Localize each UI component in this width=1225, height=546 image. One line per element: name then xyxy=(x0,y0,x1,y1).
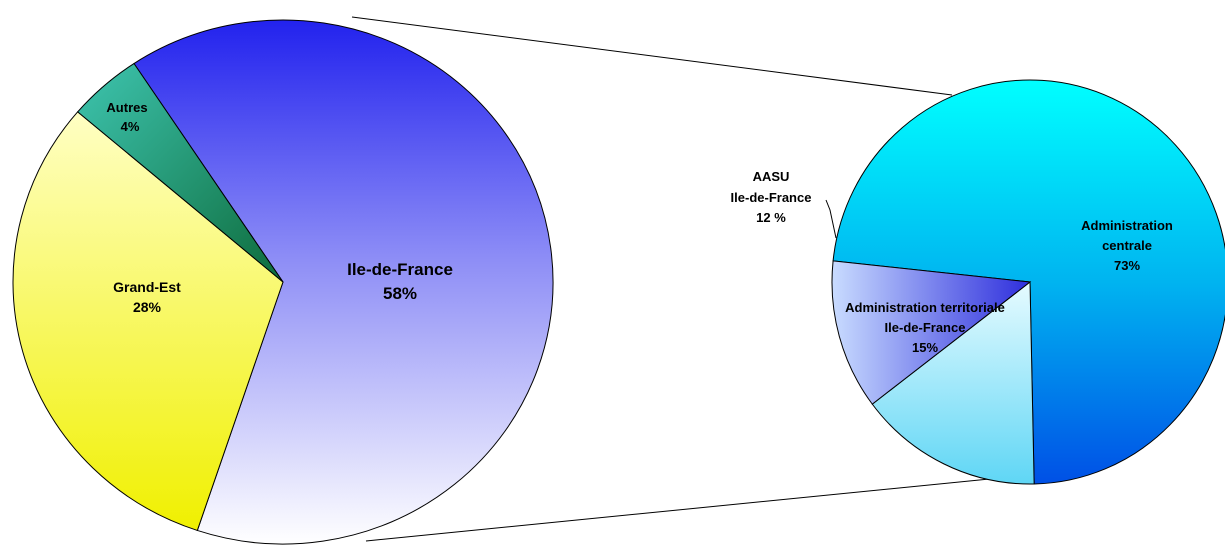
value-ile-de-france: 58% xyxy=(383,284,417,303)
pie-right xyxy=(831,79,1225,485)
connector-line-bottom xyxy=(365,474,1031,542)
value-administration-centrale: 73% xyxy=(1114,258,1140,273)
slice-administration-centrale xyxy=(832,79,1225,485)
label-autres: Autres xyxy=(106,100,147,115)
slice-aasu xyxy=(831,260,1032,405)
label-grand-est: Grand-Est xyxy=(113,279,181,295)
label-aasu-line2: Ile-de-France xyxy=(731,190,812,205)
pie-left xyxy=(12,19,554,545)
label-aasu-line1: AASU xyxy=(753,169,790,184)
slice-administration-territoriale xyxy=(871,280,1035,485)
label-administration-centrale-line2: centrale xyxy=(1102,238,1152,253)
label-ile-de-france: Ile-de-France xyxy=(347,260,453,279)
slice-grand-est xyxy=(12,111,284,532)
slice-autres xyxy=(76,62,284,283)
label-administration-territoriale-line2: Ile-de-France xyxy=(885,320,966,335)
value-autres: 4% xyxy=(121,119,140,134)
label-administration-territoriale-line1: Administration territoriale xyxy=(845,300,1005,315)
value-aasu: 12 % xyxy=(756,210,786,225)
label-administration-centrale-line1: Administration xyxy=(1081,218,1173,233)
value-grand-est: 28% xyxy=(133,299,162,315)
slice-ile-de-france xyxy=(133,19,554,545)
value-administration-territoriale: 15% xyxy=(912,340,938,355)
aasu-leader-line xyxy=(825,199,837,239)
connector-line-top xyxy=(351,16,953,96)
